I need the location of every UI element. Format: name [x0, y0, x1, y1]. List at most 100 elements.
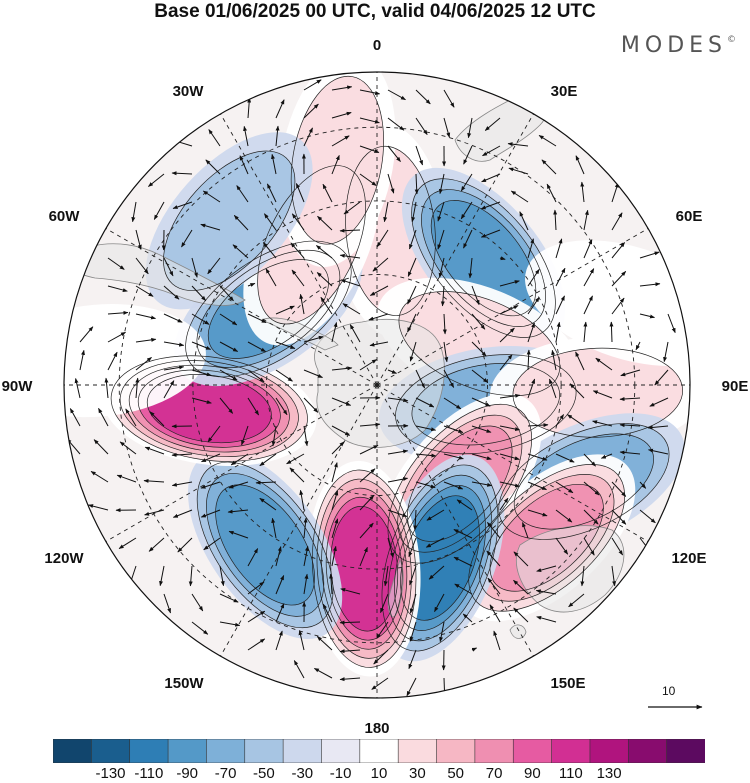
wind-arrow — [171, 171, 193, 176]
wind-arrow — [409, 621, 417, 642]
wind-arrow — [107, 257, 125, 270]
wind-arrow — [407, 257, 417, 277]
wind-arrow — [438, 257, 445, 278]
wind-arrow — [236, 185, 249, 203]
wind-arrow — [202, 190, 221, 203]
wind-arrow — [443, 425, 464, 433]
wind-arrow — [303, 573, 309, 595]
wind-arrow — [555, 481, 574, 494]
wind-arrow — [635, 341, 641, 351]
wind-arrow — [443, 481, 464, 490]
colorbar-tick-label: 50 — [447, 765, 465, 782]
wind-arrow — [611, 565, 617, 587]
wind-arrow — [342, 303, 361, 315]
wind-arrow — [415, 397, 435, 408]
longitude-labels: 0 30E 60E 90E 120E 150E 180 150W 120W 90… — [2, 37, 749, 737]
wind-arrow — [499, 425, 521, 431]
wind-arrow — [499, 453, 520, 461]
wind-arrow — [191, 257, 198, 278]
colorbar-swatch — [627, 739, 668, 763]
colorbar-swatch — [512, 739, 553, 763]
wind-arrow — [219, 593, 239, 603]
anomaly-band — [330, 506, 398, 632]
wind-arrow — [411, 201, 417, 223]
wind-arrow — [527, 481, 547, 491]
wind-arrow — [88, 504, 109, 511]
anomaly-band — [163, 151, 295, 291]
wind-arrow — [247, 282, 256, 287]
wind-arrow — [303, 103, 319, 119]
wind-arrow — [177, 537, 193, 553]
wind-arrow — [371, 677, 389, 690]
wind-arrow — [359, 444, 379, 455]
colorbar-swatch — [436, 739, 476, 763]
wind-arrow — [409, 341, 417, 362]
wind-arrow — [291, 213, 305, 231]
wind-arrow — [535, 589, 557, 595]
wind-arrow — [536, 565, 557, 573]
wind-arrow — [191, 369, 212, 377]
wind-arrow — [555, 537, 569, 555]
wind-arrow — [408, 537, 417, 558]
wind-arrow — [536, 615, 557, 623]
colorbar-swatch — [206, 739, 246, 763]
wind-arrow — [527, 238, 535, 259]
colorbar-swatch — [282, 739, 323, 763]
colorbar-tick-label: -50 — [253, 765, 275, 782]
colorbar-tick-label: 30 — [409, 765, 426, 782]
wind-arrow — [143, 478, 165, 483]
wind-arrow — [359, 422, 381, 427]
wind-arrow — [359, 468, 376, 483]
wind-arrow — [219, 313, 238, 326]
wind-arrow — [499, 305, 519, 315]
wind-arrow — [453, 529, 473, 539]
colorbar-swatch — [129, 739, 169, 763]
wind-arrow — [380, 593, 389, 614]
wind-arrow — [275, 546, 282, 567]
wind-arrow — [387, 397, 409, 403]
wind-arrow — [219, 369, 238, 381]
graticule — [64, 72, 690, 698]
wind-arrow — [191, 313, 210, 325]
reference-vector-arrow — [648, 704, 703, 710]
colorbar-tick-label: -30 — [291, 765, 314, 782]
wind-arrow — [611, 537, 624, 556]
wind-arrow — [471, 285, 480, 306]
wind-arrow — [442, 677, 447, 698]
wind-arrow — [639, 313, 655, 319]
wind-arrow — [118, 537, 137, 550]
wind-arrow — [303, 517, 308, 539]
wind-arrow — [507, 142, 529, 147]
wind-arrow — [135, 229, 142, 250]
contour-line — [316, 478, 412, 659]
wind-arrow — [299, 489, 305, 511]
wind-arrow — [387, 509, 408, 517]
wind-arrow — [453, 556, 473, 567]
wind-arrow — [443, 397, 462, 410]
wind-arrow — [611, 242, 625, 259]
wind-arrow — [331, 154, 340, 175]
wind-arrow — [331, 518, 339, 539]
wind-arrow — [649, 397, 669, 407]
wind-arrow — [443, 89, 455, 108]
contour-line — [128, 364, 290, 453]
wind-arrow — [471, 453, 492, 461]
wind-arrow — [583, 481, 600, 496]
wind-arrow — [480, 201, 501, 210]
contour-line — [400, 495, 480, 621]
wind-arrow — [541, 159, 557, 175]
wind-arrow — [163, 257, 174, 277]
lon-label-60w: 60W — [49, 208, 81, 225]
wind-arrow — [331, 441, 345, 455]
wind-arrow — [295, 183, 305, 203]
wind-arrow — [228, 530, 249, 539]
land-mass — [261, 317, 339, 351]
contour-line — [421, 189, 546, 328]
contour-line — [321, 487, 408, 650]
wind-arrow — [275, 305, 295, 315]
lon-label-90w: 90W — [2, 378, 34, 395]
wind-arrow — [331, 322, 338, 343]
latitude-circle — [266, 274, 488, 496]
wind-arrow — [275, 369, 293, 382]
wind-arrow — [580, 181, 585, 203]
